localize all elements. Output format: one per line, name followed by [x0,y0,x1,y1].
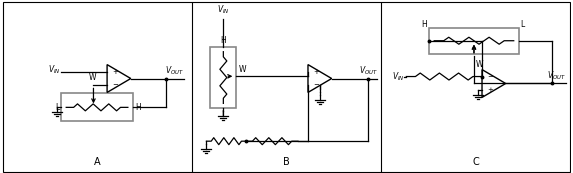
Text: $V_{IN}$: $V_{IN}$ [217,3,230,16]
Text: W: W [238,65,246,74]
Bar [429,28,519,54]
Text: +: + [487,88,493,93]
Text: W: W [476,60,484,69]
Text: $V_{OUT}$: $V_{OUT}$ [359,64,378,76]
Text: H: H [135,103,140,112]
Text: H: H [422,20,427,29]
Text: −: − [487,74,493,80]
Bar [61,93,133,121]
Text: H: H [221,36,226,45]
Text: +: + [313,69,319,75]
Text: $V_{IN}$: $V_{IN}$ [392,70,405,83]
Text: W: W [89,74,96,83]
Text: L: L [221,110,225,119]
Text: B: B [282,157,289,167]
Text: L: L [55,103,59,112]
Text: −: − [313,83,319,88]
Bar [210,47,236,108]
Text: $V_{OUT}$: $V_{OUT}$ [164,64,183,76]
Text: A: A [94,157,100,167]
Text: $V_{OUT}$: $V_{OUT}$ [547,69,567,81]
Text: +: + [112,69,118,75]
Text: L: L [521,20,525,29]
Text: $V_{IN}$: $V_{IN}$ [48,64,60,76]
Text: C: C [473,157,480,167]
Text: −: − [112,83,118,88]
